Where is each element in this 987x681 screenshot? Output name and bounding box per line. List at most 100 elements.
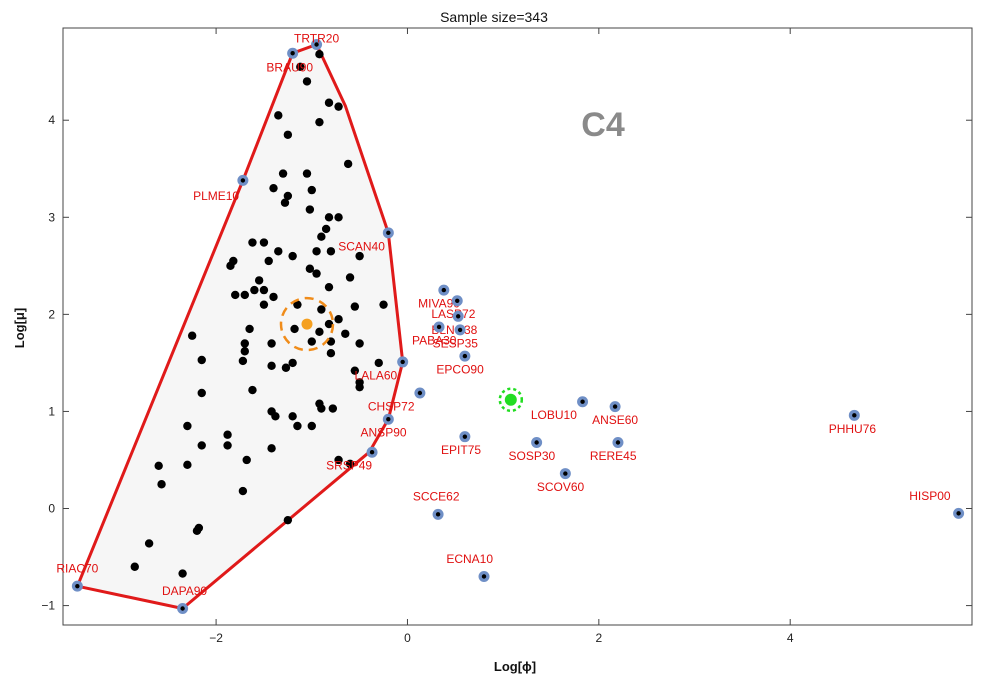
data-point <box>267 361 276 371</box>
data-point <box>245 324 254 334</box>
data-point <box>280 198 290 207</box>
x-axis-title: Log[ϕ] <box>494 659 536 674</box>
data-point <box>283 191 293 201</box>
data-point <box>154 461 163 470</box>
chart-title: Sample size=343 <box>440 9 548 25</box>
data-point <box>223 430 232 439</box>
data-point <box>321 224 331 234</box>
data-point <box>248 238 257 247</box>
labeled-point-core <box>462 353 468 359</box>
x-tick-label: 0 <box>404 631 411 645</box>
convex-hull <box>75 43 405 610</box>
labeled-point-core <box>436 324 442 330</box>
point-label: PHHU76 <box>829 422 877 436</box>
data-point <box>248 385 257 395</box>
data-point <box>269 183 278 193</box>
highlight-point <box>504 393 517 406</box>
point-label: ANSE60 <box>592 413 638 427</box>
data-point <box>274 111 283 120</box>
data-point <box>238 356 248 366</box>
labeled-point-core <box>240 178 246 183</box>
labeled-point-core <box>455 314 461 319</box>
data-point <box>312 269 321 278</box>
inner-points-layer <box>130 50 388 578</box>
data-point <box>269 292 278 302</box>
data-point <box>192 526 202 536</box>
labeled-point-core <box>290 51 295 56</box>
data-point <box>157 480 166 489</box>
data-point <box>305 205 315 214</box>
data-point <box>264 256 273 266</box>
data-point <box>240 339 249 348</box>
data-point <box>379 300 388 309</box>
data-point <box>326 247 336 256</box>
point-label: SCOV60 <box>537 480 585 494</box>
data-point <box>296 62 305 72</box>
data-point <box>183 460 192 470</box>
data-point <box>271 412 280 421</box>
data-point <box>307 421 316 431</box>
plot-frame <box>62 27 973 626</box>
labeled-point-core <box>180 606 185 611</box>
data-point <box>223 441 232 450</box>
data-point <box>302 77 312 86</box>
point-label: MIVA90 <box>418 297 460 311</box>
data-point <box>226 261 235 271</box>
y-tick-label: 0 <box>48 502 55 516</box>
data-point <box>259 285 269 295</box>
data-point <box>283 515 293 525</box>
point-label: RIAC70 <box>56 562 98 576</box>
x-ticks: −2 0 2 4 <box>209 28 794 645</box>
data-point <box>324 319 334 329</box>
data-point <box>307 185 316 195</box>
data-point <box>334 102 343 111</box>
data-point <box>355 251 364 261</box>
data-point <box>240 290 249 300</box>
data-point <box>315 327 324 337</box>
x-tick-label: 2 <box>595 631 602 645</box>
data-point <box>178 569 187 578</box>
point-label: SRSP49 <box>326 459 372 473</box>
hull-layer <box>75 43 405 610</box>
point-label: LALA60 <box>355 368 398 382</box>
y-axis-title: Log[μ] <box>12 308 27 348</box>
data-point <box>324 282 334 292</box>
point-label: EPCO90 <box>436 363 484 377</box>
data-point <box>183 421 192 431</box>
data-point <box>355 339 364 348</box>
data-point <box>350 302 360 311</box>
point-label: RERE45 <box>590 449 637 463</box>
labeled-point-core <box>615 440 621 445</box>
data-point <box>267 444 276 453</box>
data-point <box>144 539 154 548</box>
data-point <box>267 339 276 348</box>
labeled-point-core <box>386 417 391 422</box>
labeled-point-core <box>534 440 539 445</box>
labeled-point-core <box>455 298 460 303</box>
point-label: SCCE62 <box>413 490 460 504</box>
y-tick-label: 4 <box>48 113 55 127</box>
point-label: ANSP90 <box>361 426 407 440</box>
y-tick-label: 2 <box>48 307 55 321</box>
point-label: SCAN40 <box>338 239 385 253</box>
data-point <box>197 441 206 450</box>
data-point <box>355 382 364 392</box>
data-point <box>317 404 326 413</box>
highlight-circle <box>498 387 524 413</box>
labeled-point-core <box>314 42 319 47</box>
data-point <box>312 247 321 256</box>
data-point <box>197 388 206 398</box>
data-point <box>307 337 316 346</box>
data-point <box>374 358 383 368</box>
centroid-circle <box>279 296 335 352</box>
centroid-point <box>301 318 313 330</box>
x-tick-label: −2 <box>209 631 223 645</box>
labeled-point-core <box>580 399 585 404</box>
labeled-point-core <box>386 230 391 236</box>
data-point <box>345 273 355 282</box>
point-label: TRTR20 <box>294 32 339 46</box>
data-point <box>259 300 269 309</box>
data-point <box>281 363 291 372</box>
labeled-points-layer: TRTR20BRAU90PLME10SCAN40MIVA90LASP72BLNO… <box>56 32 965 614</box>
highlight-layer <box>498 387 524 413</box>
